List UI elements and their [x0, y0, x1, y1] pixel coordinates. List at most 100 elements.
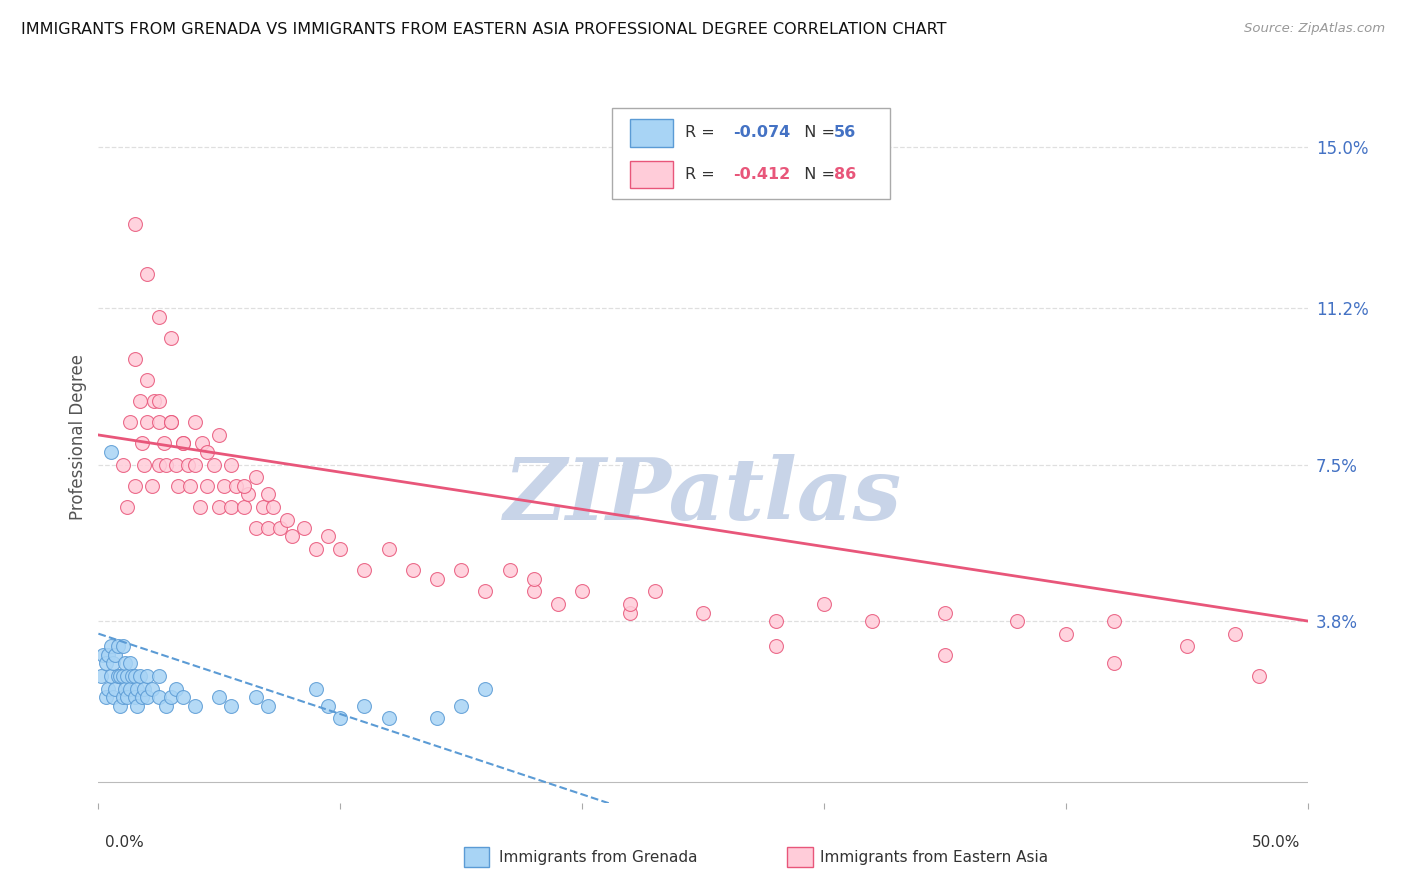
Point [100, 445, 122, 459]
Point [118, 657, 141, 671]
Point [195, 445, 218, 459]
Point [353, 698, 375, 713]
Point [523, 572, 546, 586]
Point [195, 479, 218, 493]
Point [256, 698, 278, 713]
Point [316, 698, 339, 713]
Point [127, 681, 149, 696]
Point [135, 373, 157, 387]
Point [450, 563, 472, 577]
Point [619, 597, 641, 611]
Point [167, 479, 190, 493]
Point [165, 458, 187, 472]
Text: R =: R = [685, 167, 720, 182]
Point [225, 479, 247, 493]
Point [135, 415, 157, 429]
Text: 56: 56 [834, 125, 856, 140]
Text: 86: 86 [834, 167, 856, 182]
Point [245, 470, 267, 484]
Point [191, 436, 214, 450]
Point [148, 394, 170, 409]
Point [221, 698, 243, 713]
Text: N =: N = [793, 167, 839, 182]
Point [160, 690, 183, 705]
Point [1102, 657, 1125, 671]
Text: -0.412: -0.412 [734, 167, 790, 182]
Point [128, 394, 150, 409]
Text: Immigrants from Grenada: Immigrants from Grenada [499, 850, 697, 864]
Point [329, 711, 352, 725]
Point [208, 690, 231, 705]
Point [252, 500, 274, 514]
Point [245, 521, 267, 535]
Point [426, 711, 449, 725]
Point [107, 669, 129, 683]
Point [101, 690, 124, 705]
Point [160, 415, 183, 429]
Point [155, 698, 177, 713]
Point [124, 690, 146, 705]
Point [148, 310, 170, 324]
Point [204, 458, 226, 472]
Point [148, 690, 170, 705]
Point [90, 669, 112, 683]
Point [1249, 669, 1271, 683]
Point [813, 597, 835, 611]
Point [208, 428, 231, 442]
Point [184, 698, 207, 713]
Point [111, 458, 134, 472]
Point [148, 415, 170, 429]
Point [104, 681, 127, 696]
Point [281, 529, 304, 543]
Point [94, 657, 117, 671]
Point [292, 521, 315, 535]
Point [121, 669, 143, 683]
Point [172, 436, 194, 450]
Text: ZIPatlas: ZIPatlas [503, 454, 903, 537]
Point [184, 415, 207, 429]
Point [426, 572, 449, 586]
Point [934, 606, 956, 620]
Point [450, 698, 472, 713]
Point [118, 681, 141, 696]
Point [523, 584, 546, 599]
Bar [630, 119, 672, 146]
Point [160, 415, 183, 429]
Point [135, 268, 157, 282]
Text: N =: N = [793, 125, 839, 140]
Point [860, 614, 883, 628]
Point [474, 681, 496, 696]
Point [134, 458, 156, 472]
Point [262, 500, 284, 514]
Point [1054, 626, 1077, 640]
Point [172, 690, 194, 705]
Point [124, 351, 146, 366]
Text: -0.074: -0.074 [734, 125, 790, 140]
Point [131, 436, 153, 450]
Text: 50.0%: 50.0% [1253, 836, 1301, 850]
Point [474, 584, 496, 599]
Point [212, 479, 235, 493]
Point [305, 542, 328, 557]
Point [117, 690, 139, 705]
Point [101, 657, 124, 671]
Point [114, 657, 136, 671]
Point [135, 669, 157, 683]
Point [571, 584, 593, 599]
Point [1223, 626, 1246, 640]
Point [329, 542, 352, 557]
Point [100, 669, 122, 683]
Point [111, 669, 134, 683]
Point [619, 606, 641, 620]
Point [498, 563, 520, 577]
Point [131, 690, 153, 705]
Point [108, 669, 131, 683]
Point [155, 458, 177, 472]
Point [104, 648, 127, 662]
Point [245, 690, 267, 705]
Point [114, 681, 136, 696]
Point [165, 681, 187, 696]
Point [141, 681, 163, 696]
Point [765, 640, 787, 654]
Y-axis label: Professional Degree: Professional Degree [69, 354, 87, 520]
